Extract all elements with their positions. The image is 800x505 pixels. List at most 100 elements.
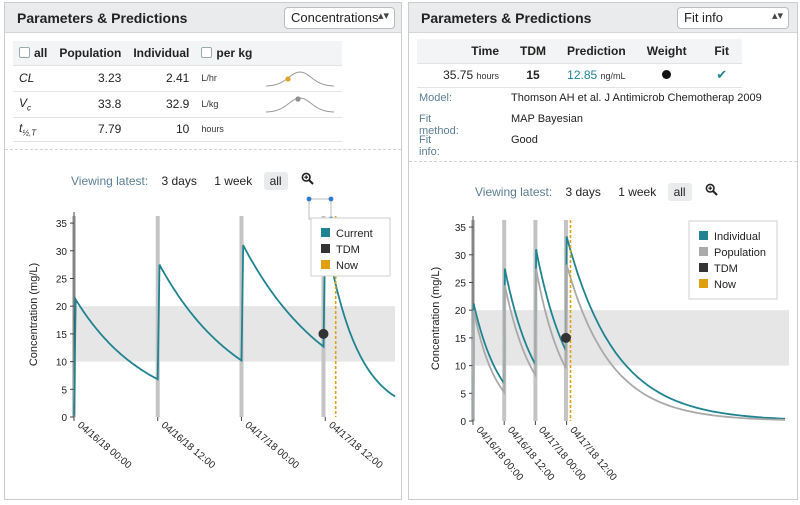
time-header: Time xyxy=(417,39,505,64)
right-viewing-bar: Viewing latest: 3 days 1 week all xyxy=(475,181,724,201)
check-icon: ✔ xyxy=(701,63,742,88)
per-kg-label: per kg xyxy=(216,45,253,60)
y-tick-label: 10 xyxy=(56,358,68,369)
therapeutic-range-band xyxy=(473,310,789,366)
select-arrows-icon: ▴▾ xyxy=(377,10,389,22)
legend-swatch xyxy=(699,279,708,288)
distribution-curve-icon xyxy=(266,95,335,112)
all-checkbox-header[interactable]: all xyxy=(13,41,54,66)
left-view-select-value: Concentrations xyxy=(291,10,379,25)
left-concentration-chart: 0 5 10 15 20 25 30 35 Concentration (mg/L) 04/16/… xyxy=(28,212,396,472)
y-tick-label: 25 xyxy=(455,278,467,289)
left-panel: Parameters & Predictions Concentrations … xyxy=(4,2,402,500)
y-tick-label: 15 xyxy=(455,334,467,345)
legend-swatch xyxy=(321,244,330,253)
legend-swatch xyxy=(321,260,330,269)
left-panel-title: Parameters & Predictions xyxy=(17,10,188,26)
param-unit: L/hr xyxy=(195,65,259,92)
y-axis-label: Concentration (mg/L) xyxy=(430,267,442,370)
right-panel: Parameters & Predictions Fit info ▴▾ Tim… xyxy=(408,2,798,500)
legend-label: Individual xyxy=(714,231,760,243)
y-tick-label: 30 xyxy=(455,251,467,262)
legend-swatch xyxy=(699,231,708,240)
param-population: 33.8 xyxy=(53,91,128,118)
param-individual: 32.9 xyxy=(127,91,196,118)
tdm-point xyxy=(318,328,329,339)
prediction-header: Prediction xyxy=(561,39,632,64)
fit-table: Time TDM Prediction Weight Fit 35.75 hou… xyxy=(417,39,742,88)
right-view-select-value: Fit info xyxy=(684,10,724,25)
table-row: Vc 33.8 32.9 L/kg xyxy=(13,91,343,118)
y-tick-label: 30 xyxy=(56,247,68,258)
y-axis-label: Concentration (mg/L) xyxy=(28,263,40,366)
view-3-days-button[interactable]: 3 days xyxy=(161,174,197,188)
param-unit: L/kg xyxy=(195,91,259,118)
fit-tdm: 15 xyxy=(505,63,561,88)
param-individual: 2.41 xyxy=(127,65,196,92)
legend-swatch xyxy=(699,263,708,272)
tdm-header: TDM xyxy=(505,39,561,64)
view-1-week-button[interactable]: 1 week xyxy=(618,185,657,199)
table-row: 35.75 hours 15 12.85 ng/mL ✔ xyxy=(417,63,742,88)
individual-header: Individual xyxy=(127,41,196,66)
population-header: Population xyxy=(53,41,128,66)
left-view-select[interactable]: Concentrations ▴▾ xyxy=(284,7,395,29)
right-panel-title: Parameters & Predictions xyxy=(421,10,592,26)
distribution-curve-icon xyxy=(266,70,335,86)
y-tick-label: 0 xyxy=(61,413,67,424)
tdm-point xyxy=(560,332,571,343)
select-arrows-icon: ▴▾ xyxy=(771,10,783,22)
param-population: 3.23 xyxy=(53,65,128,92)
x-tick-label: 04/16/18 00:00 xyxy=(75,420,134,472)
view-all-button[interactable]: all xyxy=(263,172,288,190)
param-individual: 10 xyxy=(127,117,196,142)
param-distribution xyxy=(258,91,343,118)
legend-label: TDM xyxy=(714,263,738,275)
y-tick-label: 20 xyxy=(56,302,68,313)
x-tick-label: 04/17/18 12:00 xyxy=(326,420,385,472)
zoom-in-icon[interactable] xyxy=(295,170,320,190)
per-kg-checkbox[interactable] xyxy=(201,46,213,58)
series-line-current xyxy=(73,232,396,416)
all-checkbox[interactable] xyxy=(19,46,30,58)
fit-header: Fit xyxy=(701,39,742,64)
zoom-in-icon[interactable] xyxy=(699,181,724,201)
view-all-button[interactable]: all xyxy=(667,183,692,201)
view-3-days-button[interactable]: 3 days xyxy=(565,185,601,199)
y-tick-label: 15 xyxy=(56,330,68,341)
table-row: t½,T 7.79 10 hours xyxy=(13,117,343,142)
y-tick-label: 0 xyxy=(460,417,466,428)
y-tick-label: 25 xyxy=(56,274,68,285)
table-row: CL 3.23 2.41 L/hr xyxy=(13,65,343,92)
legend-label: Now xyxy=(336,260,358,272)
y-tick-label: 5 xyxy=(61,385,67,396)
series-line-population xyxy=(472,264,786,421)
param-symbol: CL xyxy=(13,65,54,92)
per-kg-header[interactable]: per kg xyxy=(195,41,259,66)
param-population: 7.79 xyxy=(53,117,128,142)
divider xyxy=(5,149,401,150)
legend-swatch xyxy=(699,247,708,256)
right-view-select[interactable]: Fit info ▴▾ xyxy=(677,7,789,29)
y-tick-label: 35 xyxy=(56,219,68,230)
viewing-label: Viewing latest: xyxy=(475,185,553,199)
all-label: all xyxy=(34,45,48,60)
y-tick-label: 20 xyxy=(455,306,467,317)
distribution-header xyxy=(258,41,343,66)
right-panel-header: Parameters & Predictions Fit info ▴▾ xyxy=(409,3,797,33)
legend-label: Population xyxy=(714,247,766,259)
param-symbol: Vc xyxy=(13,91,54,118)
divider xyxy=(409,161,797,162)
param-symbol: t½,T xyxy=(13,117,54,142)
legend-swatch xyxy=(321,228,330,237)
dose-line xyxy=(155,216,160,417)
y-tick-label: 10 xyxy=(455,362,467,373)
y-tick-label: 35 xyxy=(455,223,467,234)
legend-label: Current xyxy=(336,228,373,240)
y-tick-label: 5 xyxy=(460,389,466,400)
x-tick-label: 04/17/18 00:00 xyxy=(243,420,302,472)
view-1-week-button[interactable]: 1 week xyxy=(214,174,253,188)
fit-prediction: 12.85 ng/mL xyxy=(561,63,632,88)
legend-label: Now xyxy=(714,279,736,291)
